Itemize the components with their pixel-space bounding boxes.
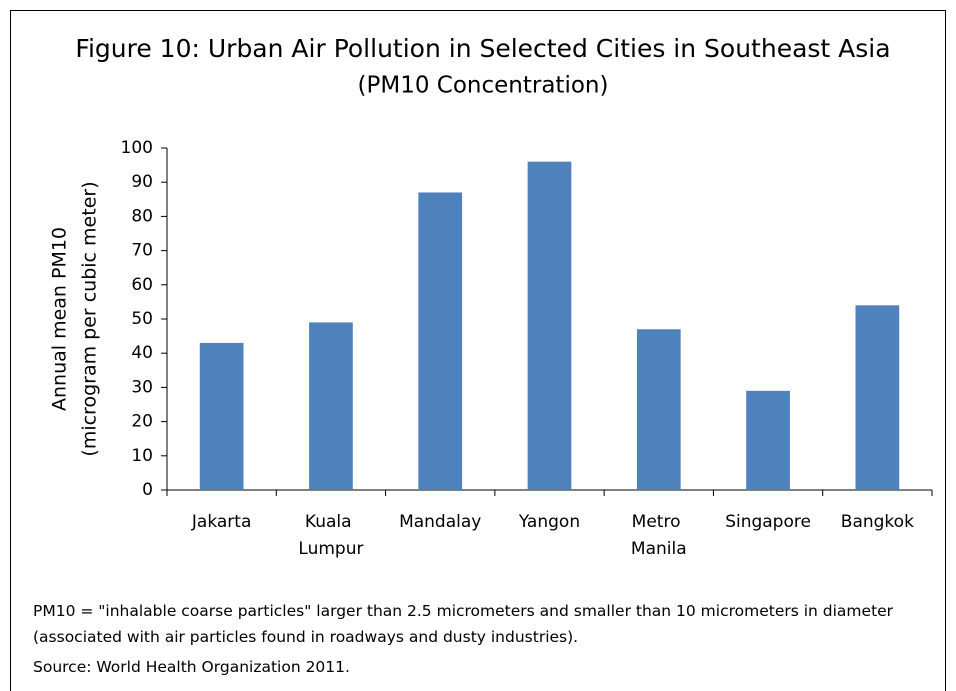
chart-subtitle: (PM10 Concentration) <box>358 73 609 99</box>
x-tick-label: Jakarta <box>191 512 251 532</box>
x-tick-label: Bangkok <box>841 512 914 532</box>
y-axis-label: Annual mean PM10 <box>49 227 71 411</box>
y-tick-label: 50 <box>131 309 153 329</box>
bar <box>199 342 244 490</box>
y-tick-label: 100 <box>121 138 153 158</box>
y-tick-label: 40 <box>131 343 153 363</box>
y-tick-label: 0 <box>142 480 153 500</box>
bar <box>418 192 463 490</box>
x-tick-label: Metro Manila <box>631 512 687 559</box>
x-tick-label: Mandalay <box>399 512 481 532</box>
y-tick-label: 80 <box>131 206 153 226</box>
bar <box>746 390 790 490</box>
note: PM10 = "inhalable coarse particles" larg… <box>33 602 894 646</box>
frame <box>10 10 946 691</box>
y-axis-label: (microgram per cubic meter) <box>79 181 101 456</box>
x-tick-label: Singapore <box>725 512 811 532</box>
x-tick-label: Yangon <box>518 512 580 532</box>
source: Source: World Health Organization 2011. <box>33 658 350 676</box>
y-tick-label: 20 <box>131 412 153 432</box>
bar <box>527 161 572 490</box>
bar <box>855 305 900 490</box>
y-tick-label: 30 <box>131 377 153 397</box>
bar <box>309 322 353 490</box>
chart-title: Figure 10: Urban Air Pollution in Select… <box>75 34 890 63</box>
x-tick-label: Kuala Lumpur <box>298 512 363 559</box>
y-tick-label: 70 <box>131 241 153 261</box>
y-tick-label: 10 <box>131 446 153 466</box>
bar <box>636 329 681 490</box>
y-tick-label: 90 <box>131 172 153 192</box>
y-tick-label: 60 <box>131 275 153 295</box>
